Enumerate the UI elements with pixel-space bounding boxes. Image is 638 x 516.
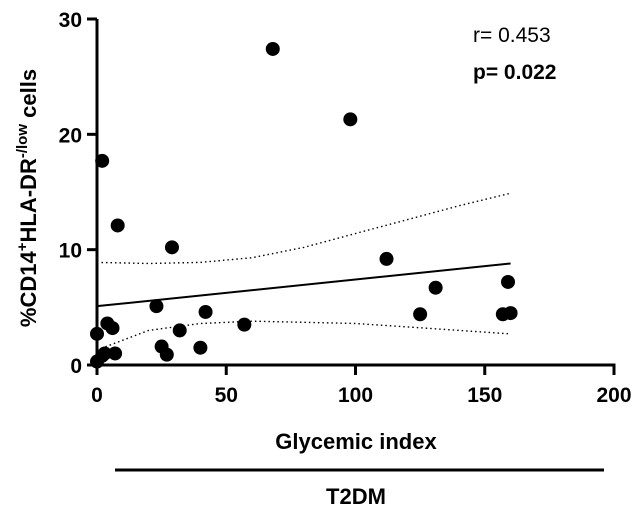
- data-point: [503, 306, 518, 321]
- y-axis-title: %CD14+HLA-DR-/low cells: [14, 69, 41, 327]
- x-tick-label: 0: [91, 384, 103, 407]
- y-axis-title-prefix: %CD14: [16, 250, 41, 327]
- data-points: [90, 41, 518, 369]
- y-axis-title-sup2: -/low: [14, 124, 31, 158]
- data-point: [379, 251, 394, 266]
- y-tick-label: 10: [59, 240, 82, 263]
- data-point: [501, 274, 516, 289]
- data-point: [105, 321, 120, 336]
- data-point: [97, 346, 112, 361]
- r-value-text: r= 0.453: [473, 24, 551, 47]
- data-point: [343, 112, 358, 127]
- data-point: [90, 326, 104, 341]
- regression-line: [96, 262, 511, 308]
- data-point: [95, 153, 110, 168]
- y-axis-title-middle: HLA-DR: [16, 158, 41, 242]
- p-value-text: p= 0.022: [473, 61, 556, 84]
- y-tick-label: 20: [59, 124, 82, 147]
- confidence-band: [96, 192, 511, 351]
- data-point: [159, 347, 174, 362]
- y-axis-title-suffix: cells: [16, 69, 41, 124]
- x-tick-label: 50: [215, 384, 238, 407]
- x-tick-label: 100: [338, 384, 373, 407]
- data-point: [108, 346, 123, 361]
- data-point: [428, 280, 443, 295]
- x-axis-title: Glycemic index: [275, 429, 437, 454]
- group-label: T2DM: [326, 484, 386, 509]
- data-point: [172, 323, 187, 338]
- data-point: [110, 218, 125, 233]
- ticks: 0 10 20 30 0 50 100 150 200: [59, 9, 632, 407]
- data-point: [193, 340, 208, 355]
- data-point: [198, 304, 213, 319]
- data-point: [149, 299, 164, 314]
- data-point: [237, 317, 252, 332]
- y-axis-title-sup1: +: [14, 242, 31, 251]
- data-point: [265, 41, 280, 56]
- x-tick-label: 200: [596, 384, 631, 407]
- x-tick-label: 150: [467, 384, 502, 407]
- y-tick-label: 30: [59, 9, 82, 32]
- y-tick-label: 0: [70, 355, 82, 378]
- data-point: [164, 240, 179, 255]
- data-point: [413, 307, 428, 322]
- ci-upper-line: [96, 192, 511, 265]
- ci-lower-line: [96, 320, 511, 351]
